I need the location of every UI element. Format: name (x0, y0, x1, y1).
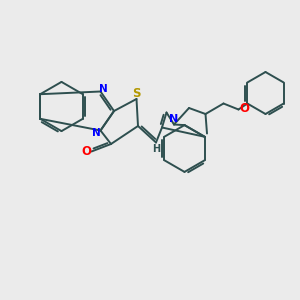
Text: S: S (132, 87, 141, 100)
Text: N: N (99, 84, 108, 94)
Text: O: O (81, 145, 91, 158)
Text: N: N (92, 128, 100, 138)
Text: O: O (239, 101, 249, 115)
Text: H: H (152, 144, 160, 154)
Text: N: N (169, 114, 178, 124)
